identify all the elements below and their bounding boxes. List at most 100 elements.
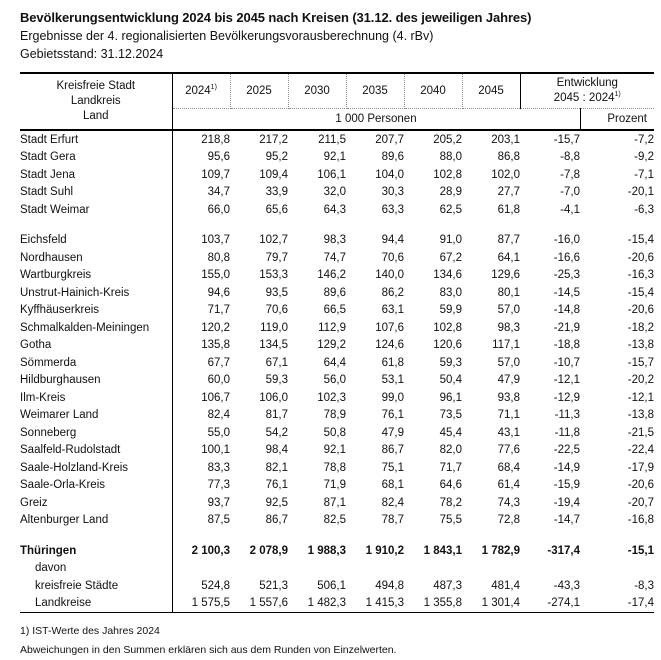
cell-value: 66,5 [323,304,346,317]
row-label: Landkreise [20,594,173,613]
cell-value: 43,1 [497,426,520,439]
header-row-units: 1 000 Personen Prozent [20,108,654,131]
cell-value: 104,0 [375,168,404,181]
row-label: Stadt Weimar [20,201,173,219]
cell-value: 102,0 [491,168,520,181]
cell-value: 106,1 [317,168,346,181]
cell-value: 64,6 [439,479,462,492]
cell-value: -19,4 [553,496,580,509]
cell-value: 89,6 [381,151,404,164]
cell-value: 1 575,5 [191,597,230,610]
cell-value: 61,8 [381,356,404,369]
table-row: Ilm-Kreis 106,7 106,0 102,3 99,0 96,1 93,8 -12,… [20,389,654,407]
cell-value: 521,3 [259,579,288,592]
table-row: Stadt Jena 109,7 109,4 106,1 104,0 102,8 102,0… [20,166,654,184]
cell-value: 82,0 [439,444,462,457]
footnotes: 1) IST-Werte des Jahres 2024 Abweichunge… [20,622,654,660]
row-label: Schmalkalden-Meiningen [20,319,173,337]
cell-value: 50,8 [323,426,346,439]
cell-value [172,560,230,578]
cell-value: 66,0 [207,203,230,216]
cell-value: 107,6 [375,321,404,334]
cell-value: 92,1 [323,444,346,457]
row-header-line-2: Landkreis [70,95,121,107]
cell-value: 92,5 [265,496,288,509]
row-header-label: Kreisfreie Stadt Landkreis Land [20,73,173,131]
cell-value: 63,3 [381,203,404,216]
cell-value: -7,8 [560,168,580,181]
cell-value: -7,0 [560,186,580,199]
table-row: Landkreise 1 575,5 1 557,6 1 482,3 1 415,3 1 … [20,594,654,613]
cell-value: 67,2 [439,251,462,264]
cell-value: 524,8 [201,579,230,592]
cell-value: 1 782,9 [481,544,520,557]
cell-value: -21,5 [627,426,654,439]
cell-value: 75,5 [439,514,462,527]
cell-value: -7,1 [634,168,654,181]
table-row: Hildburghausen 60,0 59,3 56,0 53,1 50,4 47,9 -1… [20,371,654,389]
row-label: Stadt Suhl [20,183,173,201]
table-row: Wartburgkreis 155,0 153,3 146,2 140,0 134,6 12… [20,266,654,284]
header-row-years: Kreisfreie Stadt Landkreis Land 20241) 20… [20,73,654,131]
row-label: Hildburghausen [20,371,173,389]
cell-value: 81,7 [265,409,288,422]
cell-value: 47,9 [381,426,404,439]
cell-value: 62,5 [439,203,462,216]
cell-value: -4,1 [560,203,580,216]
row-header-line-3: Land [82,110,109,122]
row-label: kreisfreie Städte [20,577,173,595]
cell-value: 146,2 [317,269,346,282]
cell-value: 71,9 [323,479,346,492]
row-label: Saalfeld-Rudolstadt [20,441,173,459]
cell-value: -15,1 [627,544,654,557]
row-label: Weimarer Land [20,406,173,424]
table-row: Saale-Holzland-Kreis 83,3 82,1 78,8 75,1 71,7… [20,459,654,477]
row-label: Nordhausen [20,249,173,267]
cell-value: 95,6 [207,151,230,164]
cell-value: 211,5 [318,133,346,146]
footnote-marker: 1) [614,91,621,99]
cell-value: 218,8 [201,133,230,146]
cell-value: 124,6 [375,339,404,352]
cell-value: 64,1 [497,251,520,264]
cell-value: 155,0 [201,269,230,282]
cell-value [580,560,654,578]
cell-value: 109,7 [201,168,230,181]
cell-value: 28,9 [439,186,462,199]
cell-value: 61,4 [497,479,520,492]
cell-value: 153,3 [259,269,288,282]
cell-value: -15,4 [627,286,654,299]
cell-value: 83,0 [439,286,462,299]
cell-value: 82,1 [265,461,288,474]
cell-value: -12,1 [627,391,654,404]
cell-value: 30,3 [381,186,404,199]
cell-value: -12,1 [553,374,580,387]
spacer-cell [172,219,654,232]
cell-value: 2 078,9 [249,544,288,557]
col-header-unit: 1 000 Personen [172,108,581,131]
cell-value: 59,3 [439,356,462,369]
cell-value: 72,8 [497,514,520,527]
cell-value: 135,8 [201,339,230,352]
cell-value: -16,3 [627,269,654,282]
table-row: Weimarer Land 82,4 81,7 78,9 76,1 73,5 71,1 -11… [20,406,654,424]
cell-value: 80,8 [207,251,230,264]
cell-value: 87,7 [497,234,520,247]
cell-value: 487,3 [433,579,462,592]
cell-value: -7,2 [634,133,654,146]
cell-value: -14,8 [553,304,580,317]
cell-value: 91,0 [439,234,462,247]
cell-value: 1 482,3 [307,597,346,610]
cell-value: -43,3 [553,579,580,592]
cell-value: -14,9 [553,461,580,474]
cell-value: 93,7 [207,496,230,509]
table-row: kreisfreie Städte 524,8 521,3 506,1 494,8 487… [20,577,654,595]
cell-value: 100,1 [201,444,230,457]
spacer-cell [20,529,173,542]
row-header-line-1: Kreisfreie Stadt [56,80,136,92]
col-header-year-2035: 2035 [346,73,405,109]
table-row: Stadt Gera 95,6 95,2 92,1 89,6 88,0 86,8 -8,8 -9… [20,148,654,166]
footnote-2: Abweichungen in den Summen erklären sich… [20,644,397,656]
cell-value: 86,8 [497,151,520,164]
